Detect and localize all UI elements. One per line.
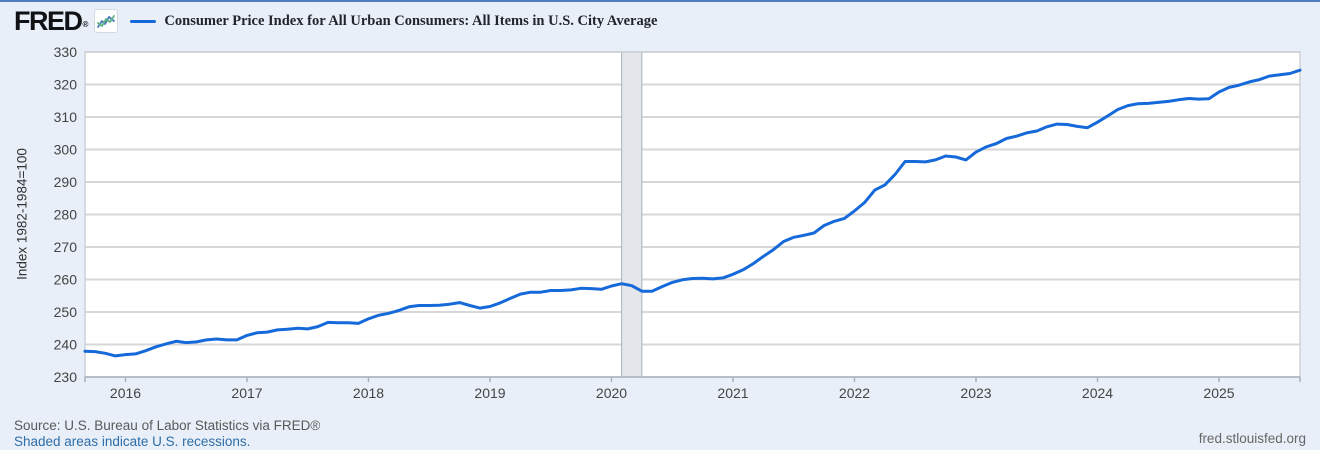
y-tick-label: 330 [54, 44, 78, 60]
x-tick-label: 2017 [231, 385, 262, 401]
y-tick-label: 280 [54, 207, 78, 223]
x-tick-label: 2019 [474, 385, 505, 401]
source-text: Source: U.S. Bureau of Labor Statistics … [14, 418, 321, 433]
x-tick-label: 2023 [960, 385, 991, 401]
chart-header: FRED ® Consumer Price Index for All Urba… [14, 6, 657, 36]
y-tick-label: 230 [54, 369, 78, 385]
x-tick-label: 2020 [596, 385, 627, 401]
y-tick-label: 320 [54, 77, 78, 93]
fred-logo-text: FRED [14, 5, 83, 36]
y-tick-label: 260 [54, 272, 78, 288]
y-tick-label: 310 [54, 109, 78, 125]
legend-line-swatch [130, 19, 157, 23]
x-tick-label: 2024 [1082, 385, 1113, 401]
fred-sparkline-icon [94, 9, 119, 33]
recession-note-link[interactable]: Shaded areas indicate U.S. recessions. [14, 434, 251, 449]
y-tick-label: 250 [54, 304, 78, 320]
y-tick-label: 290 [54, 174, 78, 190]
cpi-line-series[interactable] [83, 68, 1302, 358]
recession-band [621, 52, 642, 377]
y-tick-label: 270 [54, 239, 78, 255]
x-tick-label: 2022 [839, 385, 870, 401]
x-tick-label: 2016 [110, 385, 141, 401]
x-tick-label: 2025 [1203, 385, 1234, 401]
y-axis-title: Index 1982-1984=100 [14, 148, 30, 280]
x-tick-label: 2018 [353, 385, 384, 401]
y-tick-label: 300 [54, 142, 78, 158]
series-legend-label[interactable]: Consumer Price Index for All Urban Consu… [164, 12, 658, 29]
y-tick-label: 240 [54, 337, 78, 353]
fred-site-link[interactable]: fred.stlouisfed.org [1198, 431, 1306, 446]
fred-logo[interactable]: FRED ® [14, 5, 89, 36]
x-tick-label: 2021 [717, 385, 748, 401]
registered-mark: ® [82, 20, 89, 30]
